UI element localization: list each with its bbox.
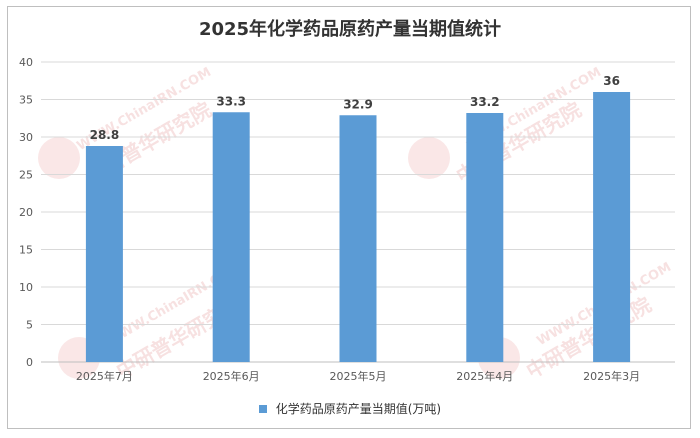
chart-frame: 2025年化学药品原药产量当期值统计 WWW.ChinaIRN.COM 中研普华… [7,6,691,429]
legend-label: 化学药品原药产量当期值(万吨) [275,402,442,416]
data-label: 33.2 [470,95,500,109]
x-tick-label: 2025年6月 [203,369,260,383]
y-tick-label: 35 [19,94,33,107]
bar [466,113,504,362]
x-tick-label: 2025年3月 [583,369,640,383]
bar [339,115,377,362]
legend-swatch [258,404,267,413]
watermark-logo-circle [38,137,80,179]
x-tick-label: 2025年5月 [330,369,387,383]
x-tick-label: 2025年4月 [456,369,513,383]
y-tick-label: 5 [26,319,33,332]
x-tick-label: 2025年7月 [76,369,133,383]
y-tick-label: 15 [19,244,33,257]
bar-chart-plot: 0 5 10 15 20 25 30 35 40 28.8 2025年7月 33.3 2025年6月 32… [19,56,675,383]
data-label: 36 [603,74,620,88]
data-label: 33.3 [216,94,246,108]
y-tick-label: 10 [19,281,33,294]
bar [212,112,250,362]
data-label: 28.8 [90,128,120,142]
y-tick-label: 0 [26,356,33,369]
y-tick-label: 30 [19,131,33,144]
data-label: 32.9 [343,97,373,111]
bar [85,146,123,362]
y-tick-label: 40 [19,56,33,69]
legend: 化学药品原药产量当期值(万吨) [8,400,692,417]
y-tick-label: 20 [19,206,33,219]
watermark-logo-circle [408,137,450,179]
bar [593,92,631,362]
chart-title: 2025年化学药品原药产量当期值统计 [198,19,502,40]
y-tick-label: 25 [19,169,33,182]
